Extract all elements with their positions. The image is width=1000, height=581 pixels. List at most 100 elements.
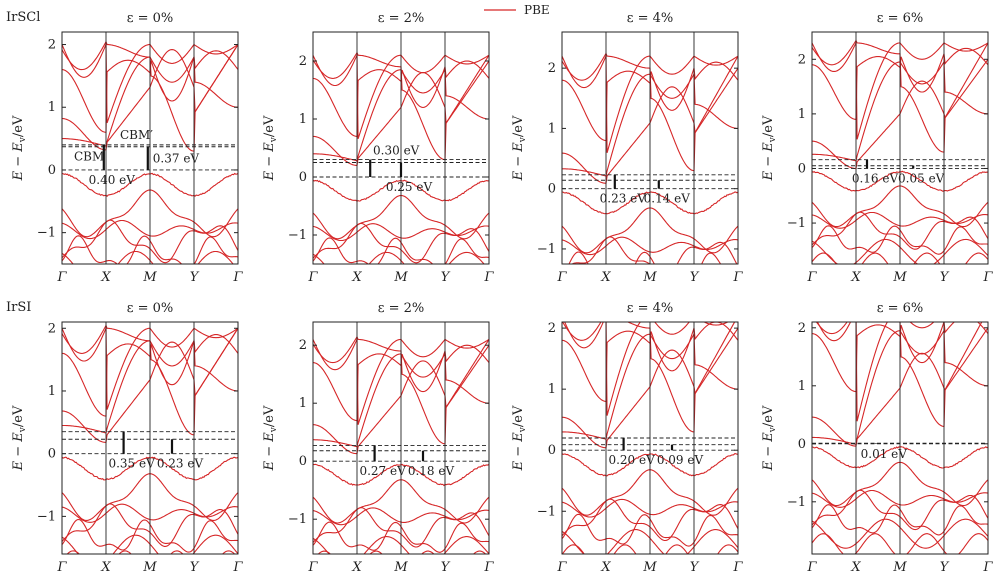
gap-label: 0.18 eV — [408, 464, 455, 478]
y-tick-label: −1 — [537, 504, 556, 519]
band-line — [816, 322, 935, 422]
panel-title: ε = 6% — [877, 301, 924, 316]
y-axis-label: E − Ev/eV — [511, 405, 528, 471]
y-tick-label: 0 — [548, 182, 556, 197]
x-tick-label: M — [142, 270, 157, 285]
x-tick-label: M — [892, 270, 907, 285]
x-tick-label: Γ — [232, 270, 243, 285]
y-tick-label: 2 — [48, 38, 56, 53]
x-tick-label: X — [600, 560, 611, 575]
y-tick-label: 1 — [548, 121, 556, 136]
x-tick-label: Γ — [806, 270, 817, 285]
y-tick-label: −1 — [37, 226, 56, 241]
x-tick-label: Γ — [806, 560, 817, 575]
cbm-label: CBM — [74, 150, 104, 164]
y-tick-label: −1 — [288, 228, 307, 243]
y-axis-label: E − Ev/eV — [11, 115, 28, 181]
y-tick-label: −1 — [787, 216, 806, 231]
y-tick-label: 0 — [48, 163, 56, 178]
y-tick-label: 0 — [48, 447, 56, 462]
gap-label: 0.40 eV — [89, 173, 136, 187]
x-tick-label: Γ — [483, 270, 494, 285]
panel-title: ε = 0% — [127, 301, 174, 316]
x-tick-label: X — [600, 270, 611, 285]
band-line — [570, 236, 738, 264]
x-tick-label: Γ — [732, 560, 743, 575]
x-tick-label: Y — [690, 560, 700, 575]
panel-IrSCl-3: −1 0 1 2 Γ X M Y Γε = 6% E − Ev/eV 0.16 eV 0.05 eV — [761, 11, 993, 285]
gap-label: 0.23 eV — [600, 192, 647, 206]
axes-frame — [312, 31, 490, 265]
material-label: IrSCl — [6, 10, 40, 25]
y-axis-label: E − Ev/eV — [511, 115, 528, 181]
y-tick-label: 2 — [798, 321, 806, 336]
y-tick-label: 0 — [798, 437, 806, 452]
y-axis-label: E − Ev/eV — [761, 405, 778, 471]
x-tick-label: Γ — [56, 270, 67, 285]
band-line — [815, 322, 983, 428]
panel-title: ε = 0% — [127, 11, 174, 26]
gap-label: 0.35 eV — [108, 457, 155, 471]
x-tick-label: Γ — [556, 270, 567, 285]
x-tick-label: Γ — [232, 560, 243, 575]
x-tick-label: X — [850, 270, 861, 285]
y-tick-label: 0 — [299, 170, 307, 185]
y-tick-label: 1 — [798, 107, 806, 122]
panel-title: ε = 2% — [378, 11, 425, 26]
legend-label: PBE — [524, 3, 550, 17]
y-tick-label: 2 — [798, 52, 806, 67]
x-tick-label: Γ — [556, 560, 567, 575]
gap-label: 0.37 eV — [153, 151, 200, 165]
y-axis-label: E − Ev/eV — [262, 405, 279, 471]
panel-IrSI-1: −1 0 1 2 Γ X M Y Γε = 2% E − Ev/eV 0.27 eV 0.18 eV — [262, 301, 494, 575]
x-tick-label: Γ — [982, 560, 993, 575]
gap-label: 0.30 eV — [373, 144, 420, 158]
gap-label: 0.01 eV — [861, 447, 908, 461]
y-tick-label: 0 — [798, 161, 806, 176]
x-tick-label: Γ — [307, 270, 318, 285]
y-tick-label: 1 — [299, 396, 307, 411]
y-tick-label: −1 — [787, 495, 806, 510]
x-tick-label: M — [142, 560, 157, 575]
y-tick-label: 2 — [299, 338, 307, 353]
panel-title: ε = 6% — [877, 11, 924, 26]
y-tick-label: 1 — [798, 379, 806, 394]
y-tick-label: 0 — [299, 454, 307, 469]
x-tick-label: M — [393, 560, 408, 575]
x-tick-label: X — [351, 560, 362, 575]
gap-label: 0.23 eV — [157, 457, 204, 471]
panel-title: ε = 4% — [627, 301, 674, 316]
gap-label: 0.27 eV — [359, 464, 406, 478]
axes-frame — [312, 321, 490, 555]
x-tick-label: Y — [940, 560, 950, 575]
x-tick-label: X — [850, 560, 861, 575]
panel-IrSI-3: −1 0 1 2 Γ X M Y Γε = 6% E − Ev/eV 0.01 eV — [761, 301, 993, 575]
gap-label: 0.25 eV — [386, 180, 433, 194]
panel-IrSI-0: −1 0 1 2 Γ X M Y Γε = 0% E − Ev/eV 0.35 eV 0.23 eV I… — [6, 300, 243, 575]
axes-frame — [561, 321, 739, 555]
material-label: IrSI — [6, 300, 31, 315]
panel-IrSI-2: −1 0 1 2 Γ X M Y Γε = 4% E − Ev/eV 0.20 eV 0.09 eV — [511, 301, 743, 575]
axes-frame — [61, 31, 239, 265]
x-tick-label: M — [642, 560, 657, 575]
axes-frame — [61, 321, 239, 555]
y-axis-label: E − Ev/eV — [262, 115, 279, 181]
y-tick-label: 1 — [299, 112, 307, 127]
y-tick-label: 2 — [299, 54, 307, 69]
x-tick-label: Γ — [982, 270, 993, 285]
x-tick-label: X — [100, 560, 111, 575]
y-tick-label: 2 — [548, 321, 556, 336]
x-tick-label: Γ — [56, 560, 67, 575]
x-tick-label: Y — [190, 560, 200, 575]
gap-label: 0.05 eV — [898, 171, 945, 185]
panel-IrSCl-2: −1 0 1 2 Γ X M Y Γε = 4% E − Ev/eV 0.23 eV0.14 eV — [511, 11, 743, 285]
x-tick-label: X — [351, 270, 362, 285]
gap-label: 0.09 eV — [657, 453, 704, 467]
legend: PBE — [484, 3, 550, 17]
gap-label: 0.14 eV — [644, 192, 691, 206]
panels: −1 0 1 2 Γ X M Y Γε = 0% E − Ev/eV 0.40 eV 0.37 eV C… — [6, 10, 993, 575]
gap-label: 0.16 eV — [852, 171, 899, 185]
x-tick-label: Y — [940, 270, 950, 285]
